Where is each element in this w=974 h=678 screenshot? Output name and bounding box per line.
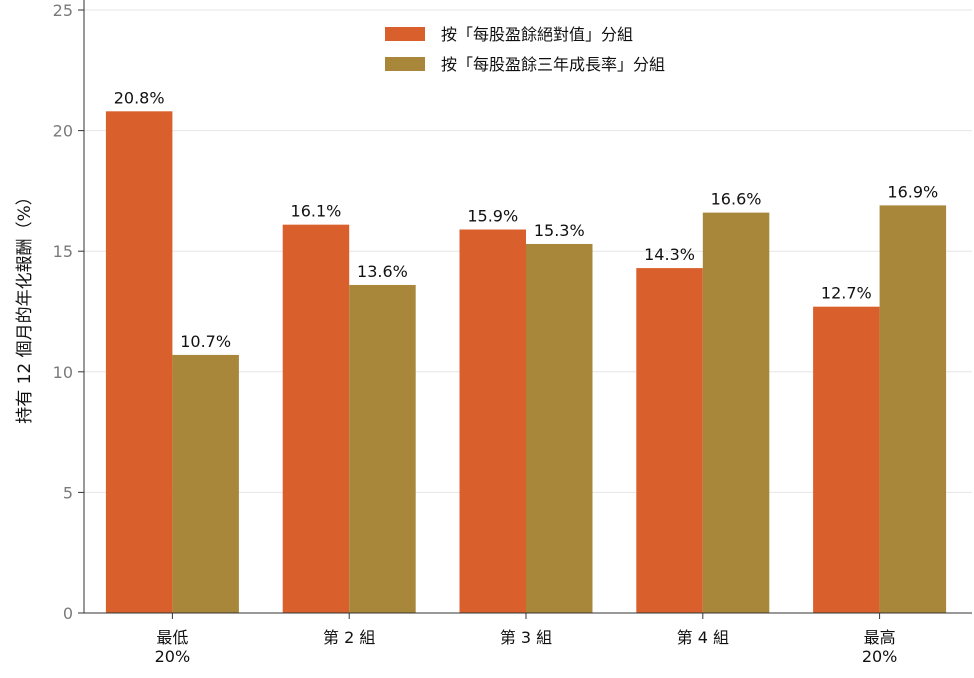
y-tick-label: 5 — [63, 483, 73, 502]
bar — [702, 212, 770, 613]
bars: 20.8% 10.7% 16.1% 13.6% 15.9% 15.3% 14.3% 16.6%… — [105, 88, 947, 614]
bar — [105, 111, 173, 613]
bar-value-label: 16.1% — [291, 202, 342, 221]
y-tick-label: 25 — [53, 1, 73, 20]
legend-label: 按「每股盈餘三年成長率」分組 — [441, 55, 665, 74]
bar — [172, 354, 239, 613]
y-axis-label: 持有 12 個月的年化報酬（%） — [15, 188, 35, 424]
y-tick-label: 10 — [53, 363, 73, 382]
bar — [459, 229, 526, 613]
bar-value-label: 10.7% — [180, 332, 231, 351]
y-tick-label: 15 — [53, 242, 73, 261]
bar-value-label: 16.9% — [887, 182, 938, 201]
bar — [636, 268, 703, 613]
bar — [282, 224, 350, 613]
x-tick-label-line: 最低 — [156, 628, 188, 647]
x-tick-label-line: 20% — [155, 647, 191, 666]
bar — [813, 306, 880, 613]
x-tick-label: 第 4 組 — [677, 628, 729, 647]
x-tick-label-line: 最高 — [864, 628, 896, 647]
x-tick-label-line: 第 2 組 — [323, 628, 375, 647]
bar-value-label: 16.6% — [711, 190, 762, 209]
legend: 按「每股盈餘絕對值」分組按「每股盈餘三年成長率」分組 — [385, 25, 665, 74]
bar — [349, 284, 416, 613]
bar-value-label: 12.7% — [821, 284, 872, 303]
x-tick-label-line: 第 4 組 — [677, 628, 729, 647]
bar-value-label: 15.9% — [467, 206, 518, 225]
bar-value-label: 15.3% — [534, 221, 585, 240]
bar-value-label: 20.8% — [114, 88, 165, 107]
bar — [526, 243, 593, 614]
x-tick-label-line: 第 3 組 — [500, 628, 552, 647]
bar-value-label: 14.3% — [644, 245, 695, 264]
legend-swatch — [385, 57, 425, 71]
y-tick-label: 0 — [63, 604, 73, 623]
x-tick-label: 最高 20% — [862, 628, 898, 666]
x-tick-label: 第 2 組 — [323, 628, 375, 647]
legend-label: 按「每股盈餘絕對值」分組 — [441, 25, 633, 44]
legend-swatch — [385, 27, 425, 41]
y-tick-label: 20 — [53, 122, 73, 141]
bar-value-label: 13.6% — [357, 262, 408, 281]
x-tick-label-line: 20% — [862, 647, 898, 666]
x-tick-label: 第 3 組 — [500, 628, 552, 647]
bar — [879, 205, 947, 613]
x-tick-label: 最低 20% — [155, 628, 191, 666]
y-axis: 0 5 10 15 20 25 — [53, 0, 85, 623]
x-axis: 最低 20%第 2 組第 3 組第 4 組最高 20% — [84, 612, 972, 666]
